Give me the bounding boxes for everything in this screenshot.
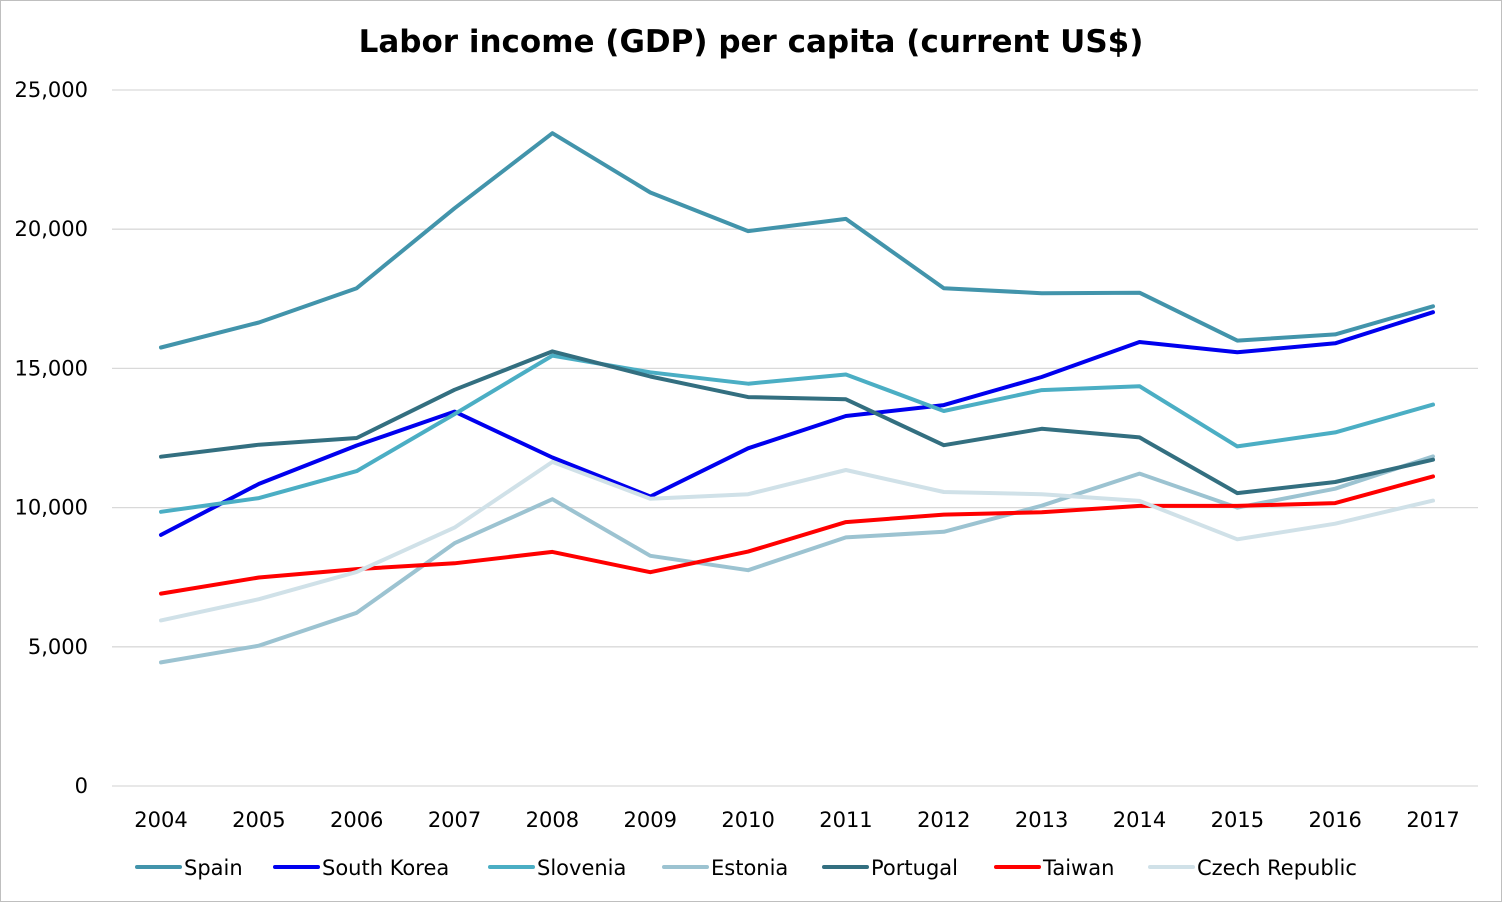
legend-label-estonia: Estonia bbox=[711, 856, 788, 880]
x-tick-label: 2008 bbox=[526, 808, 579, 832]
y-tick-label: 20,000 bbox=[15, 217, 88, 241]
legend-item-czech-republic: Czech Republic bbox=[1148, 856, 1357, 880]
series-spain bbox=[159, 131, 1435, 350]
series-slovenia bbox=[159, 353, 1435, 514]
series-estonia bbox=[159, 454, 1435, 665]
series-south-korea bbox=[159, 310, 1435, 537]
series-line-spain bbox=[159, 131, 1435, 350]
series-lines bbox=[159, 131, 1435, 665]
x-axis-ticks: 2004 2005 2006 2007 2008 2009 2010 2011 2012 2013… bbox=[134, 808, 1460, 832]
x-tick-label: 2004 bbox=[134, 808, 187, 832]
series-czech-republic bbox=[159, 459, 1435, 623]
x-tick-label: 2009 bbox=[624, 808, 677, 832]
series-line-estonia bbox=[159, 454, 1435, 665]
legend-label-spain: Spain bbox=[184, 856, 243, 880]
legend-item-spain: Spain bbox=[135, 856, 243, 880]
x-tick-label: 2006 bbox=[330, 808, 383, 832]
chart-title: Labor income (GDP) per capita (current U… bbox=[359, 24, 1144, 60]
series-line-slovenia bbox=[159, 353, 1435, 514]
legend-label-portugal: Portugal bbox=[871, 856, 958, 880]
y-tick-label: 15,000 bbox=[15, 356, 88, 380]
x-tick-label: 2010 bbox=[721, 808, 774, 832]
series-portugal bbox=[159, 349, 1435, 496]
gridlines bbox=[112, 89, 1478, 787]
y-tick-label: 25,000 bbox=[15, 78, 88, 102]
y-tick-label: 5,000 bbox=[28, 635, 88, 659]
legend-item-estonia: Estonia bbox=[662, 856, 788, 880]
series-line-south-korea bbox=[159, 310, 1435, 537]
x-tick-label: 2016 bbox=[1308, 808, 1361, 832]
series-line-czech-republic bbox=[159, 459, 1435, 623]
series-taiwan bbox=[159, 474, 1435, 596]
x-tick-label: 2015 bbox=[1211, 808, 1264, 832]
x-tick-label: 2017 bbox=[1406, 808, 1459, 832]
legend-label-taiwan: Taiwan bbox=[1042, 856, 1114, 880]
x-tick-label: 2013 bbox=[1015, 808, 1068, 832]
x-tick-label: 2012 bbox=[917, 808, 970, 832]
series-line-portugal bbox=[159, 349, 1435, 496]
x-tick-label: 2011 bbox=[819, 808, 872, 832]
x-tick-label: 2005 bbox=[232, 808, 285, 832]
legend-item-taiwan: Taiwan bbox=[994, 856, 1114, 880]
series-line-taiwan bbox=[159, 474, 1435, 596]
legend-label-south-korea: South Korea bbox=[322, 856, 449, 880]
legend-item-south-korea: South Korea bbox=[273, 856, 449, 880]
legend-item-portugal: Portugal bbox=[822, 856, 958, 880]
x-tick-label: 2014 bbox=[1113, 808, 1166, 832]
x-tick-label: 2007 bbox=[428, 808, 481, 832]
legend-label-slovenia: Slovenia bbox=[537, 856, 626, 880]
y-axis-ticks: 0 5,000 10,000 15,000 20,000 25,000 bbox=[15, 78, 88, 798]
y-tick-label: 0 bbox=[75, 774, 88, 798]
legend: Spain South Korea Slovenia Estonia Portugal T… bbox=[135, 856, 1357, 880]
y-tick-label: 10,000 bbox=[15, 496, 88, 520]
legend-item-slovenia: Slovenia bbox=[488, 856, 626, 880]
legend-label-czech-republic: Czech Republic bbox=[1197, 856, 1357, 880]
